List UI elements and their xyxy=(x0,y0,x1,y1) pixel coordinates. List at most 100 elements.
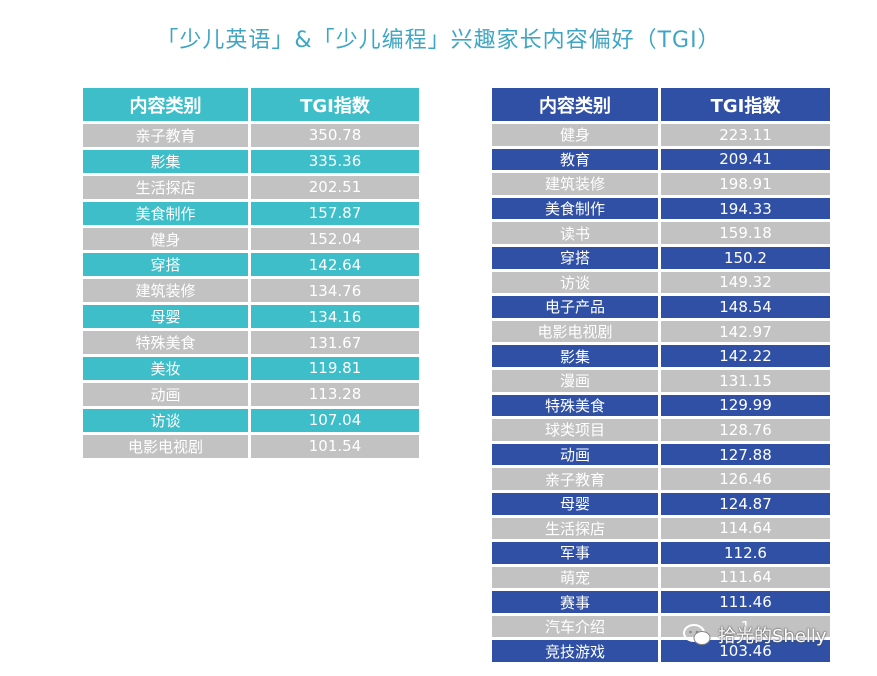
cell-tgi: 127.88 xyxy=(661,443,830,466)
cell-tgi: 131.15 xyxy=(661,369,830,392)
cell-tgi: 152.04 xyxy=(251,227,419,251)
table-row: 亲子教育 126.46 xyxy=(492,468,830,490)
table-row: 动画 127.88 xyxy=(492,443,830,466)
column-header-tgi: TGI指数 xyxy=(661,88,830,121)
table-row: 访谈 149.32 xyxy=(492,271,830,294)
cell-tgi: 150.2 xyxy=(661,246,830,269)
column-header-category: 内容类别 xyxy=(83,88,251,121)
cell-tgi: 350.78 xyxy=(251,124,419,147)
cell-tgi: 134.16 xyxy=(251,305,419,329)
table-row: 特殊美食 131.67 xyxy=(83,331,419,355)
cell-tgi: 148.54 xyxy=(661,296,830,318)
cell-category: 特殊美食 xyxy=(83,331,251,355)
cell-tgi: 101.54 xyxy=(251,434,419,458)
cell-tgi: 119.81 xyxy=(251,357,419,380)
cell-category: 亲子教育 xyxy=(492,468,661,490)
cell-tgi: 129.99 xyxy=(661,394,830,417)
table-row: 穿搭 150.2 xyxy=(492,246,830,269)
cell-category: 美妆 xyxy=(83,357,251,380)
table-row: 健身 152.04 xyxy=(83,227,419,251)
table-row: 电子产品 148.54 xyxy=(492,296,830,318)
table-row: 生活探店 114.64 xyxy=(492,517,830,540)
table-row: 电影电视剧 101.54 xyxy=(83,434,419,458)
cell-tgi: 128.76 xyxy=(661,419,830,441)
cell-tgi: 111.64 xyxy=(661,566,830,589)
cell-category: 动画 xyxy=(83,382,251,406)
tgi-table-left: 内容类别 TGI指数 亲子教育 350.78 影集 335.36 生活探店 202.51 美… xyxy=(83,85,419,461)
table-row: 美食制作 194.33 xyxy=(492,197,830,220)
cell-category: 美食制作 xyxy=(492,197,661,220)
table-row: 建筑装修 198.91 xyxy=(492,173,830,195)
table-row: 母婴 124.87 xyxy=(492,492,830,515)
table-row: 美妆 119.81 xyxy=(83,357,419,380)
cell-category: 穿搭 xyxy=(83,253,251,277)
cell-category: 访谈 xyxy=(492,271,661,294)
cell-category: 建筑装修 xyxy=(83,279,251,303)
cell-tgi: 112.6 xyxy=(661,542,830,564)
cell-tgi: 198.91 xyxy=(661,173,830,195)
cell-tgi: 194.33 xyxy=(661,197,830,220)
chart-title: 「少儿英语」&「少儿编程」兴趣家长内容偏好（TGI） xyxy=(156,28,721,53)
cell-tgi: 114.64 xyxy=(661,517,830,540)
cell-category: 影集 xyxy=(83,149,251,173)
cell-category: 电影电视剧 xyxy=(492,320,661,343)
cell-tgi: 142.22 xyxy=(661,345,830,367)
table-row: 电影电视剧 142.97 xyxy=(492,320,830,343)
cell-tgi: 209.41 xyxy=(661,148,830,171)
cell-category: 军事 xyxy=(492,542,661,564)
cell-tgi: 335.36 xyxy=(251,149,419,173)
cell-tgi: 111.46 xyxy=(661,591,830,613)
cell-category: 母婴 xyxy=(492,492,661,515)
table-row: 健身 223.11 xyxy=(492,124,830,146)
column-header-tgi: TGI指数 xyxy=(251,88,419,121)
cell-tgi: 142.97 xyxy=(661,320,830,343)
table-header-row: 内容类别 TGI指数 xyxy=(83,88,419,121)
table-row: 亲子教育 350.78 xyxy=(83,124,419,147)
cell-tgi: 157.87 xyxy=(251,201,419,225)
cell-category: 特殊美食 xyxy=(492,394,661,417)
table-row: 特殊美食 129.99 xyxy=(492,394,830,417)
cell-category: 动画 xyxy=(492,443,661,466)
table-row: 军事 112.6 xyxy=(492,542,830,564)
table-row: 汽车介绍 1 xyxy=(492,615,830,638)
table-row: 球类项目 128.76 xyxy=(492,419,830,441)
table-row: 赛事 111.46 xyxy=(492,591,830,613)
cell-tgi: 134.76 xyxy=(251,279,419,303)
cell-tgi: 113.28 xyxy=(251,382,419,406)
table-row: 竞技游戏 103.46 xyxy=(492,640,830,663)
cell-category: 汽车介绍 xyxy=(492,615,661,638)
table-row: 访谈 107.04 xyxy=(83,408,419,432)
table-row: 母婴 134.16 xyxy=(83,305,419,329)
cell-category: 教育 xyxy=(492,148,661,171)
cell-category: 漫画 xyxy=(492,369,661,392)
table-row: 影集 335.36 xyxy=(83,149,419,173)
watermark: 拾光的Shelly xyxy=(682,622,827,648)
table-row: 动画 113.28 xyxy=(83,382,419,406)
watermark-text: 拾光的Shelly xyxy=(718,626,827,647)
cell-tgi: 159.18 xyxy=(661,222,830,244)
cell-category: 亲子教育 xyxy=(83,124,251,147)
cell-tgi: 124.87 xyxy=(661,492,830,515)
cell-category: 母婴 xyxy=(83,305,251,329)
cell-tgi: 142.64 xyxy=(251,253,419,277)
table-row: 建筑装修 134.76 xyxy=(83,279,419,303)
cell-category: 读书 xyxy=(492,222,661,244)
table-row: 穿搭 142.64 xyxy=(83,253,419,277)
table-header-row: 内容类别 TGI指数 xyxy=(492,88,830,121)
cell-tgi: 103.46 xyxy=(661,640,830,663)
table-row: 萌宠 111.64 xyxy=(492,566,830,589)
cell-category: 访谈 xyxy=(83,408,251,432)
cell-tgi: 202.51 xyxy=(251,175,419,199)
wechat-icon xyxy=(683,624,711,645)
cell-category: 球类项目 xyxy=(492,419,661,441)
table-row: 读书 159.18 xyxy=(492,222,830,244)
cell-category: 穿搭 xyxy=(492,246,661,269)
cell-category: 生活探店 xyxy=(83,175,251,199)
cell-tgi: 131.67 xyxy=(251,331,419,355)
cell-tgi: 107.04 xyxy=(251,408,419,432)
table-row: 漫画 131.15 xyxy=(492,369,830,392)
cell-category: 赛事 xyxy=(492,591,661,613)
cell-category: 美食制作 xyxy=(83,201,251,225)
cell-category: 健身 xyxy=(83,227,251,251)
column-header-category: 内容类别 xyxy=(492,88,661,121)
